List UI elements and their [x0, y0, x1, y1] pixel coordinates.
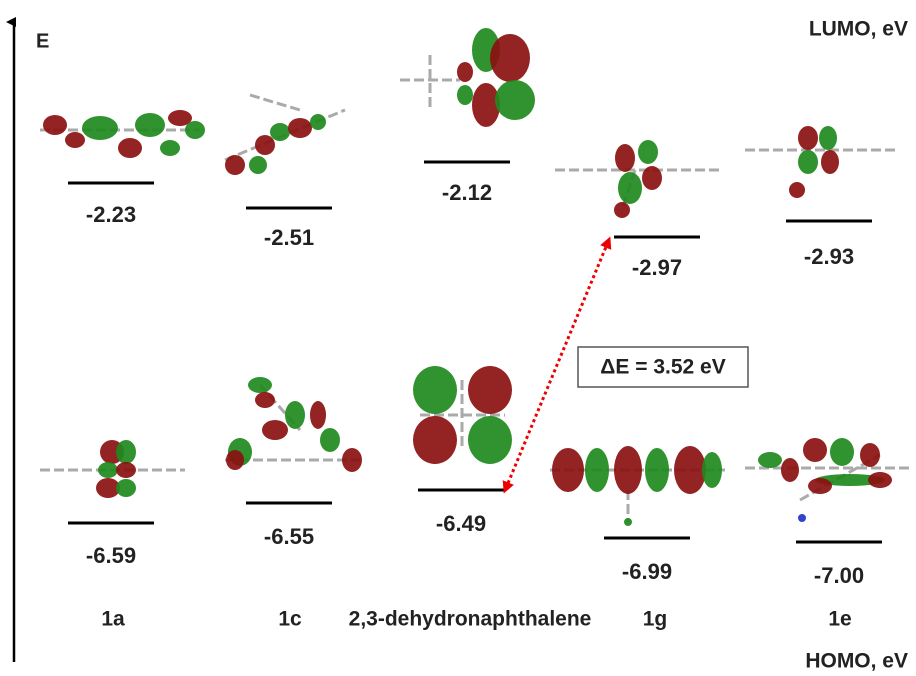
orbital-lobe: [618, 172, 642, 204]
orbital-lobe: [860, 443, 880, 467]
orbital-lobe: [262, 420, 288, 440]
homo-value: -6.55: [264, 524, 314, 549]
molecule-name: 2,3-dehydronaphthalene: [349, 608, 592, 631]
orbital-lobe: [226, 450, 244, 470]
orbital-lobe: [135, 113, 165, 137]
homo-value: -7.00: [814, 563, 864, 588]
gap-label: ΔE = 3.52 eV: [600, 356, 725, 379]
orbital-lobe: [288, 118, 312, 138]
lumo-value: -2.51: [264, 225, 314, 250]
axis-label: E: [36, 30, 49, 52]
orbital-lobe: [624, 518, 632, 526]
molecule-name: 1e: [828, 608, 851, 631]
orbital-lobe: [798, 514, 806, 522]
orbital-lobe: [642, 166, 662, 190]
orbital-lobe: [868, 472, 892, 488]
homo-header: HOMO, eV: [805, 650, 908, 673]
orbital-lobe: [830, 438, 854, 466]
orbital-lobe: [821, 150, 839, 174]
orbital-lobe: [798, 150, 818, 174]
molecule-skeleton: [250, 95, 300, 110]
orbital-lobe: [82, 116, 118, 140]
molecule-name: 1g: [643, 608, 668, 631]
molecule-name: 1a: [101, 608, 125, 631]
orbital-lobe: [468, 366, 512, 414]
orbital-lobe: [342, 448, 362, 472]
orbital-lobe: [248, 377, 272, 393]
molecule-name: 1c: [278, 608, 302, 631]
homo-value: -6.99: [622, 559, 672, 584]
orbital-lobe: [495, 80, 535, 120]
orbital-lobe: [468, 416, 512, 464]
orbital-lobe: [702, 452, 722, 488]
page: E LUMO, eV HOMO, eV -2.23 -6.59 1a -2.51 -6.…: [0, 0, 916, 676]
orbital-lobe: [225, 155, 245, 175]
orbital-lobe: [614, 446, 642, 494]
orbital-lobe: [615, 144, 635, 172]
orbital-lobe: [160, 140, 180, 156]
orbital-lobe: [270, 123, 290, 141]
lumo-value: -2.93: [804, 244, 854, 269]
orbital-lobe: [249, 156, 267, 174]
homo-value: -6.49: [436, 511, 486, 536]
orbital-lobe: [798, 126, 818, 150]
lumo-value: -2.23: [86, 202, 136, 227]
orbital-lobe: [116, 462, 136, 478]
orbital-lobe: [118, 138, 142, 158]
orbital-lobe: [116, 440, 136, 464]
orbital-lobe: [803, 438, 827, 462]
orbital-lobe: [98, 462, 118, 478]
orbital-lobe: [781, 458, 799, 482]
orbital-lobe: [645, 448, 669, 492]
orbital-lobe: [255, 135, 275, 155]
orbital-lobe: [674, 446, 706, 494]
orbital-lobe: [255, 392, 275, 408]
lumo-value: -2.12: [442, 180, 492, 205]
orbital-lobe: [43, 115, 67, 135]
orbital-lobe: [585, 448, 609, 492]
orbital-lobe: [320, 428, 340, 452]
orbital-lobe: [638, 140, 658, 164]
orbital-lobe: [413, 366, 457, 414]
orbital-lobe: [808, 478, 832, 494]
orbital-lobe: [116, 479, 136, 497]
orbital-images: [40, 28, 910, 526]
orbital-lobe: [185, 121, 205, 139]
orbital-lobe: [490, 34, 530, 82]
energy-diagram: E LUMO, eV HOMO, eV -2.23 -6.59 1a -2.51 -6.…: [0, 0, 916, 676]
orbital-lobe: [285, 401, 305, 429]
homo-value: -6.59: [86, 543, 136, 568]
orbital-lobe: [789, 182, 805, 198]
orbital-lobe: [819, 126, 837, 150]
orbital-lobe: [65, 132, 85, 148]
orbital-lobe: [310, 401, 326, 429]
lumo-value: -2.97: [632, 255, 682, 280]
orbital-lobe: [457, 85, 473, 105]
orbital-lobe: [552, 448, 584, 492]
orbital-lobe: [614, 202, 630, 218]
orbital-lobe: [457, 62, 473, 82]
lumo-header: LUMO, eV: [809, 18, 908, 41]
orbital-lobe: [758, 452, 782, 468]
orbital-lobe: [413, 416, 457, 464]
orbital-lobe: [310, 114, 326, 130]
